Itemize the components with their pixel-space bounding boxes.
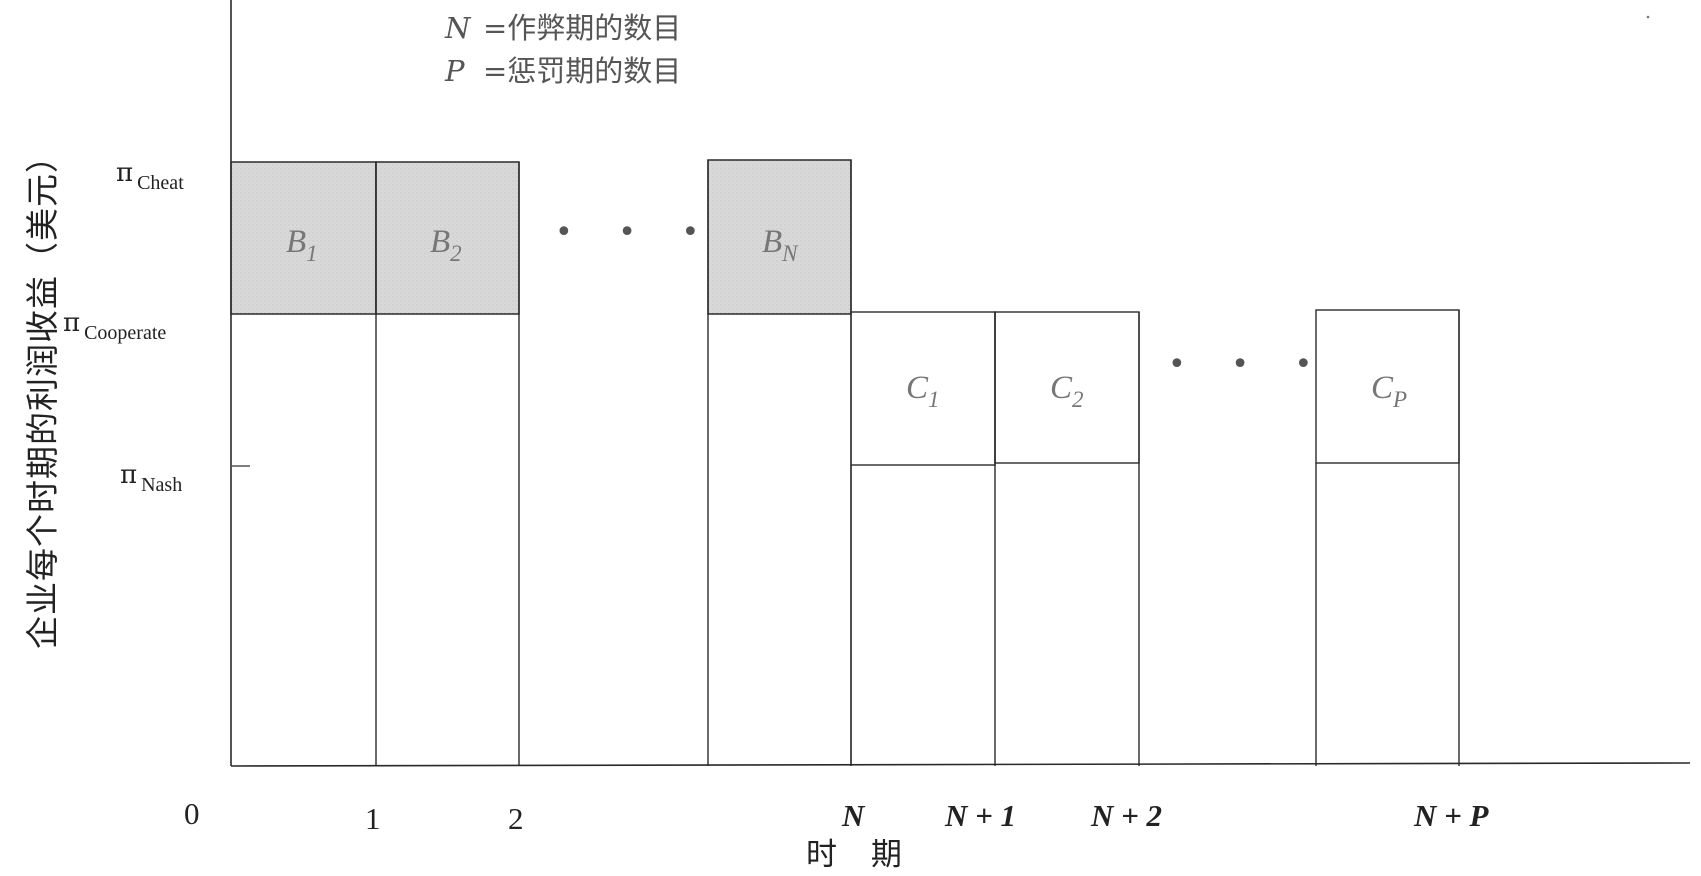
box-cp-main: C (1371, 370, 1394, 406)
tick-N1: N + 1 (945, 798, 1017, 833)
pi-nash-label: π Nash (120, 460, 182, 495)
box-b2-label: B2 (430, 224, 462, 266)
box-cp-sub: P (1393, 387, 1408, 412)
box-c1-main: C (906, 370, 929, 406)
legend-p: P =惩罚期的数目 (445, 57, 681, 86)
pi-cheat-symbol: π (116, 158, 134, 188)
box-bn-label: BN (762, 224, 798, 266)
box-b1-main: B (286, 224, 307, 260)
ellipsis-cheat: • • • (555, 215, 718, 250)
speck (1646, 15, 1650, 19)
box-c2-label: C2 (1050, 370, 1084, 412)
ellipsis-punish: • • • (1168, 347, 1331, 382)
box-c1-label: C1 (906, 370, 940, 412)
pi-cheat-sub: Cheat (137, 172, 184, 194)
legend-p-text: =惩罚期的数目 (483, 54, 682, 88)
bn-region (707, 159, 852, 315)
box-b2-sub: 2 (450, 241, 462, 266)
box-c2-main: C (1050, 370, 1073, 406)
box-b2-main: B (430, 224, 451, 260)
tick-0: 0 (184, 796, 200, 831)
pi-cooperate-label: π Cooperate (63, 308, 166, 343)
box-b1-label: B1 (286, 224, 318, 266)
pi-nash-symbol: π (120, 460, 138, 490)
box-bn-sub: N (782, 241, 798, 266)
tick-N2: N + 2 (1091, 798, 1163, 833)
pi-cheat-label: π Cheat (116, 158, 184, 193)
pi-cooperate-sub: Cooperate (84, 322, 167, 344)
pi-cooperate-symbol: π (63, 308, 81, 338)
x-axis-line (230, 762, 1691, 767)
b1-region (230, 161, 377, 315)
b2-region (375, 161, 520, 315)
box-c1-sub: 1 (928, 387, 940, 412)
box-bn-main: B (762, 224, 783, 260)
tick-1: 1 (365, 801, 381, 836)
tick-NP: N + P (1414, 798, 1489, 833)
tick-2: 2 (508, 801, 524, 836)
legend-n-text: =作弊期的数目 (483, 11, 682, 45)
legend-n-symbol: N (445, 11, 471, 45)
pi-nash-sub: Nash (141, 474, 183, 496)
box-b1-sub: 1 (306, 241, 318, 266)
x-axis-label: 时 期 (806, 837, 914, 873)
box-c2-sub: 2 (1072, 387, 1084, 412)
y-axis-label: 企业每个时期的利润收益（美元） (23, 139, 62, 649)
tick-N: N (842, 798, 865, 833)
box-cp-label: CP (1371, 370, 1407, 412)
legend-p-symbol: P (445, 54, 465, 88)
legend-n: N =作弊期的数目 (445, 14, 681, 43)
